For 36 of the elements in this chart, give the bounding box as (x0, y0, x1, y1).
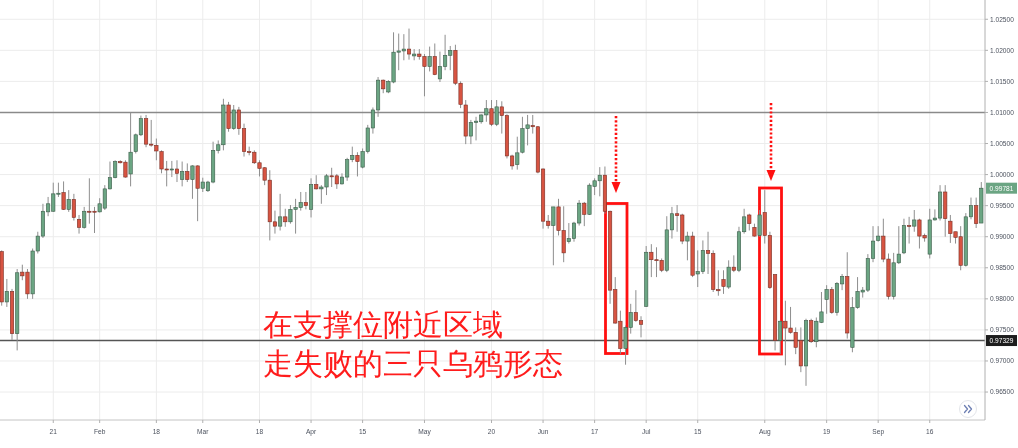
candlestick (355, 151, 360, 177)
candlestick (77, 214, 82, 235)
candlestick (494, 99, 499, 127)
candlestick (4, 278, 9, 308)
candlestick (283, 208, 288, 228)
candlestick (685, 231, 690, 261)
candlestick (582, 201, 587, 227)
candlestick (432, 42, 437, 76)
candlestick (303, 191, 308, 210)
candlestick (829, 286, 834, 315)
candlestick (82, 206, 87, 230)
candlestick (721, 269, 726, 295)
candlestick (824, 284, 829, 315)
candlestick (71, 193, 76, 222)
candlestick (190, 164, 195, 200)
candlestick (427, 46, 432, 72)
annotation: 走失败的三只乌鸦形态 (263, 346, 563, 381)
candlestick (195, 164, 200, 222)
candlestick (175, 159, 179, 183)
candlestick (185, 162, 190, 183)
candlestick (407, 28, 412, 61)
candlestick (66, 189, 71, 213)
candlestick (61, 180, 66, 211)
candlestick (778, 320, 783, 355)
candlestick (180, 161, 185, 187)
candlestick (757, 209, 762, 238)
candlestick (974, 197, 979, 229)
annotation: 在支撑位附近区域 (263, 307, 503, 342)
candlestick (809, 318, 814, 344)
candlestick (278, 193, 283, 231)
candlestick (907, 216, 912, 245)
candlestick (912, 209, 917, 233)
candlestick (551, 206, 556, 266)
candlestick (726, 259, 731, 290)
candlestick (489, 99, 494, 127)
candlestick (226, 101, 231, 133)
